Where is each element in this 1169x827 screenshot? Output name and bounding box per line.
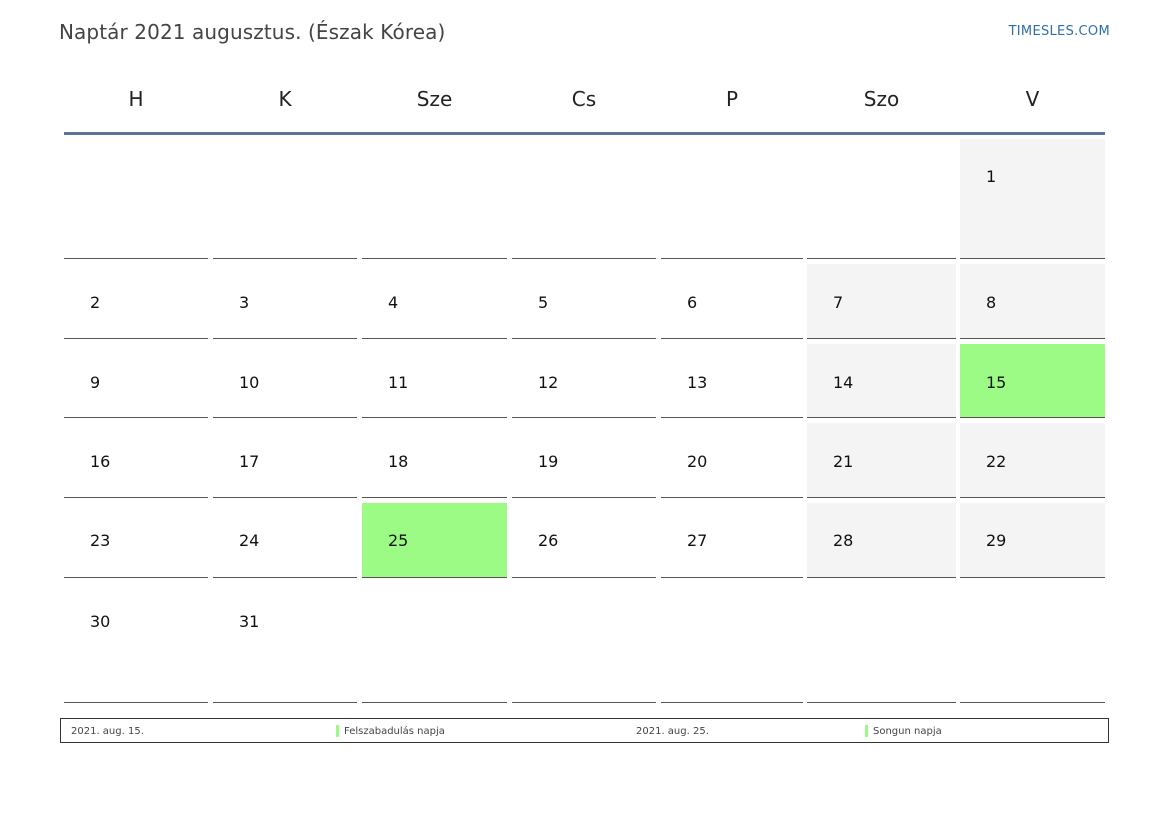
weekday-fri: P xyxy=(725,87,739,111)
day-cell[interactable]: 3 xyxy=(213,264,357,339)
legend-holiday-1: Felszabadulás napja xyxy=(344,726,445,737)
day-cell[interactable]: 8 xyxy=(960,264,1105,339)
day-cell[interactable]: 20 xyxy=(661,423,803,498)
day-cell[interactable] xyxy=(213,139,357,259)
day-number: 18 xyxy=(388,452,409,471)
day-cell[interactable]: 24 xyxy=(213,503,357,578)
day-cell[interactable]: 23 xyxy=(64,503,208,578)
day-cell[interactable]: 6 xyxy=(661,264,803,339)
day-number: 10 xyxy=(239,373,260,392)
day-number: 26 xyxy=(538,531,559,550)
weekday-mon: H xyxy=(128,87,144,111)
day-cell[interactable] xyxy=(362,139,507,259)
day-number: 2 xyxy=(90,293,101,312)
day-number: 20 xyxy=(687,452,708,471)
day-cell[interactable]: 28 xyxy=(807,503,956,578)
legend-holiday-2: Songun napja xyxy=(873,726,942,737)
day-cell[interactable]: 18 xyxy=(362,423,507,498)
day-cell[interactable]: 5 xyxy=(512,264,656,339)
day-cell[interactable]: 12 xyxy=(512,344,656,418)
legend-date-1: 2021. aug. 15. xyxy=(71,726,144,737)
day-cell[interactable] xyxy=(512,139,656,259)
day-cell[interactable]: 7 xyxy=(807,264,956,339)
day-cell[interactable]: 16 xyxy=(64,423,208,498)
day-number: 29 xyxy=(986,531,1007,550)
day-number: 17 xyxy=(239,452,260,471)
weekday-sun: V xyxy=(1025,87,1040,111)
holiday-legend: 2021. aug. 15. Felszabadulás napja 2021.… xyxy=(60,718,1109,743)
day-number: 24 xyxy=(239,531,260,550)
weekday-tue: K xyxy=(278,87,292,111)
day-number: 5 xyxy=(538,293,549,312)
day-cell[interactable]: 10 xyxy=(213,344,357,418)
day-cell[interactable] xyxy=(960,583,1105,703)
weekday-thu: Cs xyxy=(571,87,597,111)
legend-date-2: 2021. aug. 25. xyxy=(636,726,709,737)
day-cell-holiday[interactable]: 25 xyxy=(362,503,507,578)
day-cell[interactable] xyxy=(64,139,208,259)
day-cell[interactable]: 14 xyxy=(807,344,956,418)
day-number: 11 xyxy=(388,373,409,392)
day-cell[interactable]: 1 xyxy=(960,139,1105,259)
day-cell[interactable] xyxy=(807,583,956,703)
page-title: Naptár 2021 augusztus. (Észak Kórea) xyxy=(59,20,446,44)
day-number: 4 xyxy=(388,293,399,312)
day-number: 22 xyxy=(986,452,1007,471)
day-cell[interactable]: 2 xyxy=(64,264,208,339)
day-cell[interactable]: 19 xyxy=(512,423,656,498)
day-cell[interactable]: 21 xyxy=(807,423,956,498)
day-cell[interactable]: 11 xyxy=(362,344,507,418)
day-number: 30 xyxy=(90,612,111,631)
day-number: 9 xyxy=(90,373,101,392)
day-number: 23 xyxy=(90,531,111,550)
brand-link[interactable]: TIMESLES.COM xyxy=(1008,24,1110,39)
day-cell[interactable]: 13 xyxy=(661,344,803,418)
day-number: 6 xyxy=(687,293,698,312)
weekday-header: H K Sze Cs P Szo V xyxy=(64,66,1105,135)
day-cell[interactable]: 30 xyxy=(64,583,208,703)
day-number: 12 xyxy=(538,373,559,392)
day-cell[interactable]: 22 xyxy=(960,423,1105,498)
day-number: 13 xyxy=(687,373,708,392)
day-cell[interactable] xyxy=(512,583,656,703)
day-cell[interactable] xyxy=(661,583,803,703)
day-cell[interactable]: 27 xyxy=(661,503,803,578)
day-number: 21 xyxy=(833,452,854,471)
day-cell[interactable]: 4 xyxy=(362,264,507,339)
day-number: 8 xyxy=(986,293,997,312)
legend-color-marker-2 xyxy=(865,725,868,737)
day-cell-holiday[interactable]: 15 xyxy=(960,344,1105,418)
day-number: 14 xyxy=(833,373,854,392)
weekday-sat: Szo xyxy=(863,87,900,111)
weekday-wed: Sze xyxy=(416,87,453,111)
day-cell[interactable]: 31 xyxy=(213,583,357,703)
day-number: 19 xyxy=(538,452,559,471)
day-number: 3 xyxy=(239,293,250,312)
day-cell[interactable]: 29 xyxy=(960,503,1105,578)
day-number: 28 xyxy=(833,531,854,550)
day-number: 27 xyxy=(687,531,708,550)
day-cell[interactable]: 26 xyxy=(512,503,656,578)
day-cell[interactable] xyxy=(362,583,507,703)
day-cell[interactable]: 17 xyxy=(213,423,357,498)
day-number: 16 xyxy=(90,452,111,471)
legend-color-marker-1 xyxy=(336,725,339,737)
day-cell[interactable] xyxy=(661,139,803,259)
day-number: 31 xyxy=(239,612,260,631)
day-number: 15 xyxy=(986,373,1007,392)
day-number: 25 xyxy=(388,531,409,550)
day-number: 7 xyxy=(833,293,844,312)
day-cell[interactable]: 9 xyxy=(64,344,208,418)
day-number: 1 xyxy=(986,167,997,186)
day-cell[interactable] xyxy=(807,139,956,259)
